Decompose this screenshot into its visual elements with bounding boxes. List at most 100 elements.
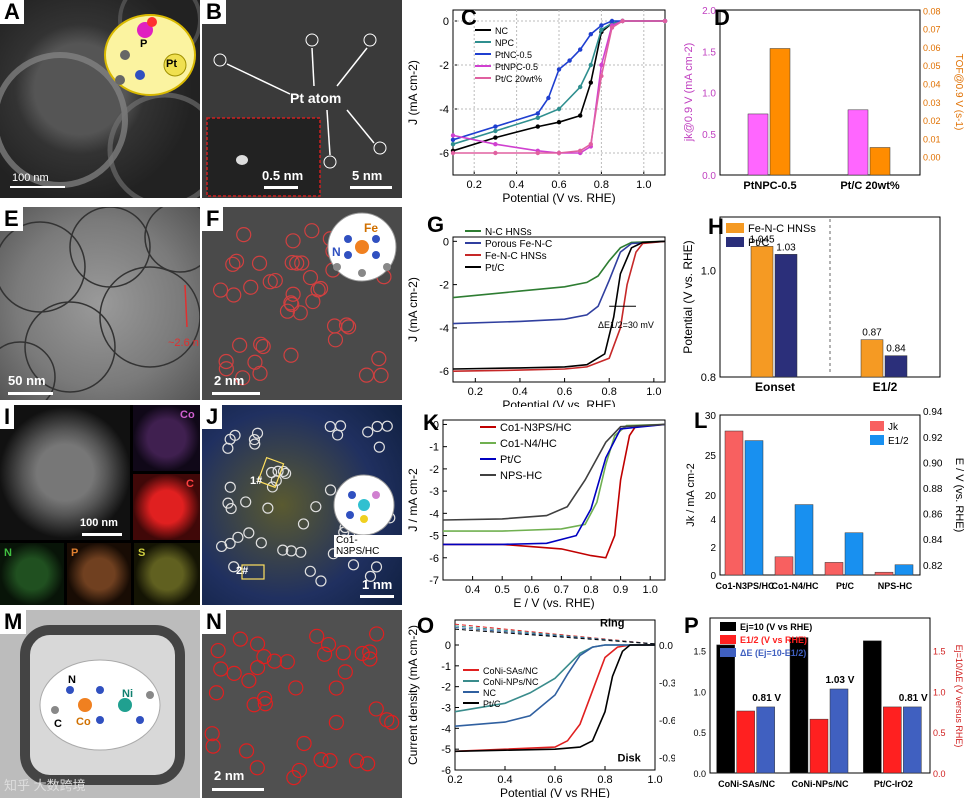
ring-current-line [454,628,656,645]
bar-chart-p: CoNi-SAs/NC CoNi-NPs/NC Pt/C-IrO2 Ej=10 (V … [693,617,964,789]
atom-marker [266,653,283,669]
panel-d-chart: D PtNPC-0.5 Pt/C 20wt% 0.0 0.5 1.0 1.5 2.0 0.00… [680,0,964,205]
atom-marker [328,680,344,696]
data-point [493,150,498,156]
delta-e-annotation: ΔE1/2=30 mV [598,320,654,330]
atom-marker [322,753,338,769]
bar [736,710,755,774]
legend-label: PtNC-0.5 [495,50,532,60]
panel-n-haadf: N 2 nm [202,610,402,798]
data-point [535,150,540,156]
series-line-3 [442,423,666,521]
panel-label-p: P [684,613,699,638]
atom-marker [248,433,261,446]
atom-marker [225,256,241,272]
atom-marker [285,545,297,557]
thickness-annotation: ~2.6 n [168,337,199,349]
atom-marker [222,497,234,509]
atom-label-ni: Ni [122,688,133,700]
category-label: Pt/C 20wt% [840,180,900,192]
legend-label: Co1-N4/HC [500,438,557,450]
marker-label-2: 2# [236,565,249,577]
data-point [578,113,583,118]
y-axis-label: Jk / mA cm-2 [685,463,697,527]
atom-marker [289,255,305,271]
n-map [0,543,64,605]
bar [884,355,908,378]
y2-tick-label: 1.5 [933,647,946,657]
y-axis-label: Potential (V vs. RHE) [681,240,695,353]
atom-marker [267,272,283,289]
data-point [450,142,456,147]
y-tick-label: -4 [439,323,449,335]
scale-bar [360,595,394,598]
y-tick-label: -4 [439,104,449,116]
legend-swatch [726,237,744,247]
y2-tick-label: 0.00 [923,153,941,163]
y-tick-label: 0.0 [693,769,706,779]
atom-marker [249,636,266,652]
series-line-3 [452,240,666,370]
category-label: PtNPC-0.5 [743,180,796,192]
data-point [556,67,562,72]
atom-marker [210,642,226,659]
y2-tick-label: 0.84 [923,535,943,546]
bar [794,504,814,576]
x-tick-label: 0.2 [468,386,483,398]
panel-g-chart: G 0.2 0.4 0.6 0.8 1.0 0 -2 -4 -6 N-C HNSs Porous F… [405,207,675,407]
series-line-1 [452,20,665,145]
x-tick-label: 0.6 [551,179,566,191]
x-tick-label: 0.2 [467,179,482,191]
atom-marker [358,367,375,383]
category-label: Co1-N4/HC [771,581,819,591]
atom-marker [302,269,319,286]
atom-marker [232,531,244,543]
atom-marker [379,712,395,728]
atom-marker [309,628,325,644]
y2-tick-label: 0.0 [933,769,946,779]
legend-label: NPS-HC [500,470,542,482]
y-tick-label: -7 [429,575,439,587]
atom-marker [305,293,321,310]
panel-label-h: H [708,214,724,239]
tem-spheres [0,0,200,198]
category-label: Pt/C [836,581,855,591]
legend-label: Fe-N-C HNSs [485,251,547,262]
data-point [578,84,583,90]
y2-tick-label: -0.9 [659,754,675,765]
atom-marker [265,466,278,479]
y-tick-label: -2 [441,682,451,694]
data-point [493,142,498,147]
y-tick-label: 0 [433,419,439,431]
y-axis-label: J (mA cm-2) [406,277,420,342]
bar [863,640,882,774]
series-line-1 [452,240,666,325]
bar [829,688,849,774]
bar [844,532,864,576]
x-axis-label: Potential (V vs. RHE) [502,398,615,407]
atom-marker [283,347,299,363]
x-tick-label: 0.8 [602,386,617,398]
data-point [599,27,604,32]
legend-label: PtNPC-0.5 [495,62,538,72]
atom-marker [224,481,236,493]
y-tick-label: 1.0 [702,89,716,100]
data-label: 0.81 V [752,693,781,704]
y2-tick-label: 0.86 [923,510,943,521]
bar [724,430,744,576]
atom-marker [297,518,310,530]
panel-a-tem: A P Pt 100 nm [0,0,200,198]
category-label: NPS-HC [878,581,913,591]
data-point [450,150,456,156]
bar [860,339,884,378]
data-point [450,133,456,138]
panel-label-o: O [417,613,435,638]
atom-marker [249,438,261,450]
legend-swatch [720,635,736,644]
atom-marker [338,317,355,333]
legend-label: Fe-N-C HNSs [748,223,816,235]
atom-marker [335,645,351,661]
series-line-0 [443,423,666,559]
legend-swatch [870,421,884,431]
data-point [450,137,456,142]
